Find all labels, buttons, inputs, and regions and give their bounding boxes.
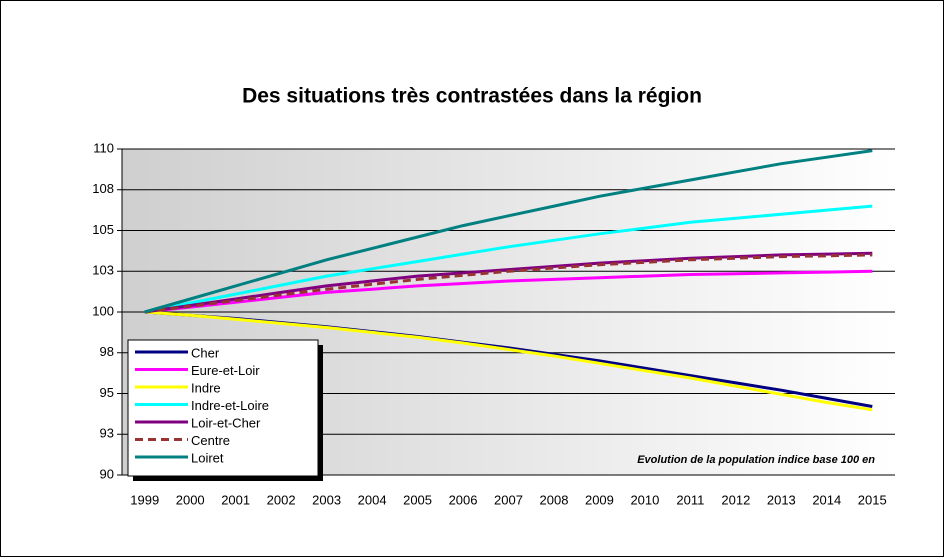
x-tick-label: 2009 [585,492,614,507]
x-tick-label: 2013 [767,492,796,507]
x-tick-label: 2003 [312,492,341,507]
legend-label: Indre [191,380,221,395]
legend-label: Loir-et-Cher [191,415,261,430]
x-tick-label: 2002 [267,492,296,507]
y-tick-label: 98 [100,344,114,359]
x-tick-label: 2014 [812,492,841,507]
x-tick-label: 2004 [358,492,387,507]
chart-title: Des situations très contrastées dans la … [242,85,702,108]
legend-label: Loiret [191,450,224,465]
x-tick-label: 2010 [630,492,659,507]
x-tick-label: 2012 [721,492,750,507]
x-tick-label: 2000 [176,492,205,507]
series-line [144,204,873,314]
x-tick-label: 1999 [130,492,159,507]
x-tick-label: 2007 [494,492,523,507]
legend-label: Centre [191,433,230,448]
x-tick-label: 2001 [221,492,250,507]
y-tick-label: 103 [92,263,114,278]
x-tick-label: 2015 [858,492,887,507]
legend-label: Cher [191,345,220,360]
y-tick-label: 93 [100,426,114,441]
y-tick-label: 105 [92,222,114,237]
series-line [144,310,873,412]
legend-label: Eure-et-Loir [191,363,260,378]
x-tick-label: 2006 [449,492,478,507]
series-line [144,269,873,314]
series-line [144,253,873,314]
y-tick-label: 95 [100,385,114,400]
legend-box [127,339,319,477]
y-tick-label: 110 [93,140,114,155]
annotation: Evolution de la population indice base 1… [637,454,875,466]
series-line [144,149,873,314]
y-tick-label: 90 [100,466,114,481]
y-tick-label: 108 [92,181,114,196]
series-line [144,251,873,314]
legend-label: Indre-et-Loire [191,398,269,413]
y-tick-label: 100 [92,303,114,318]
x-tick-label: 2011 [676,492,704,507]
x-tick-label: 2008 [540,492,569,507]
x-tick-label: 2005 [403,492,432,507]
